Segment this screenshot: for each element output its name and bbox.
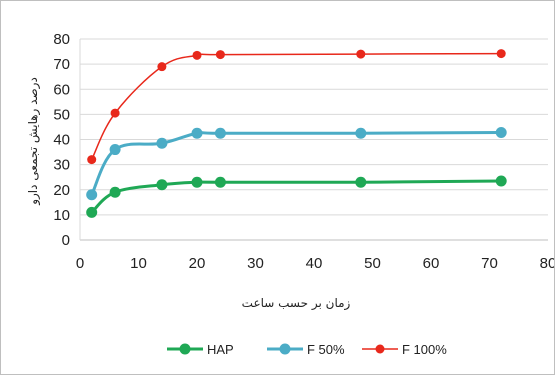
legend-label: F 100% bbox=[402, 342, 447, 357]
x-tick-label: 50 bbox=[364, 255, 381, 272]
series-2 bbox=[87, 49, 506, 165]
data-point bbox=[214, 127, 226, 139]
x-tick-label: 70 bbox=[481, 255, 498, 272]
axes bbox=[79, 39, 548, 241]
data-point bbox=[496, 49, 506, 59]
data-point bbox=[109, 144, 121, 156]
legend-label: HAP bbox=[207, 342, 234, 357]
data-point bbox=[495, 126, 507, 138]
data-point bbox=[191, 127, 203, 139]
legend-marker bbox=[279, 343, 291, 355]
legend-entry: F 100% bbox=[362, 342, 447, 357]
x-tick-label: 30 bbox=[247, 255, 264, 272]
data-point bbox=[86, 189, 98, 201]
data-point bbox=[215, 50, 225, 60]
x-tick-label: 40 bbox=[306, 255, 323, 272]
data-point bbox=[109, 186, 121, 198]
legend-entry: HAP bbox=[167, 342, 234, 357]
gridlines bbox=[80, 38, 548, 216]
data-point bbox=[495, 175, 507, 187]
y-tick-label: 50 bbox=[53, 106, 70, 123]
y-tick-labels: 0 10 20 30 40 50 60 70 80 bbox=[53, 31, 70, 249]
data-point bbox=[157, 62, 167, 72]
data-point bbox=[356, 49, 366, 59]
x-tick-label: 10 bbox=[130, 255, 147, 272]
x-axis-label: زمان بر حسب ساعت bbox=[242, 296, 351, 311]
data-point bbox=[156, 137, 168, 149]
y-axis-label: درصد رهایش تجمعی دارو bbox=[26, 77, 41, 206]
legend: HAP F 50% F 100% bbox=[167, 342, 447, 357]
data-point bbox=[87, 155, 97, 165]
data-point bbox=[86, 206, 98, 218]
data-point bbox=[191, 176, 203, 188]
y-tick-label: 30 bbox=[53, 157, 70, 174]
legend-marker bbox=[375, 344, 385, 354]
y-tick-label: 10 bbox=[53, 207, 70, 224]
x-tick-label: 80 bbox=[540, 255, 554, 272]
series-line bbox=[90, 179, 502, 214]
legend-label: F 50% bbox=[307, 342, 345, 357]
series-0 bbox=[86, 175, 507, 218]
legend-marker bbox=[179, 343, 191, 355]
y-tick-label: 20 bbox=[53, 182, 70, 199]
y-tick-label: 40 bbox=[53, 132, 70, 149]
data-point bbox=[355, 127, 367, 139]
data-point bbox=[192, 50, 202, 60]
y-tick-label: 70 bbox=[53, 56, 70, 73]
series-1 bbox=[86, 126, 507, 201]
data-point bbox=[355, 176, 367, 188]
x-tick-label: 60 bbox=[423, 255, 440, 272]
x-tick-label: 0 bbox=[76, 255, 84, 272]
series-group bbox=[86, 49, 507, 218]
y-tick-label: 60 bbox=[53, 81, 70, 98]
legend-entry: F 50% bbox=[267, 342, 345, 357]
y-tick-label: 0 bbox=[62, 232, 70, 249]
x-tick-label: 20 bbox=[189, 255, 206, 272]
y-tick-label: 80 bbox=[53, 31, 70, 48]
data-point bbox=[214, 176, 226, 188]
data-point bbox=[156, 179, 168, 191]
x-tick-labels: 0 10 20 30 40 50 60 70 80 bbox=[76, 255, 554, 272]
data-point bbox=[110, 108, 120, 118]
